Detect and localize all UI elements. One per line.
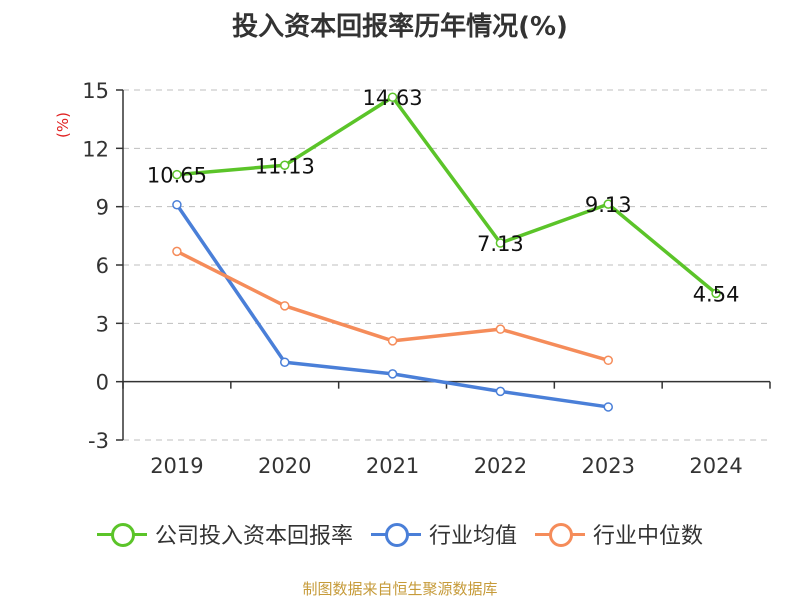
- x-tick-label: 2024: [689, 454, 742, 478]
- y-tick-label: -3: [88, 429, 109, 453]
- legend: 公司投入资本回报率 行业均值 行业中位数: [0, 518, 800, 550]
- data-label: 9.13: [585, 193, 632, 217]
- legend-swatch-median: [535, 523, 585, 547]
- data-point: [387, 369, 398, 379]
- data-point: [387, 336, 398, 346]
- data-point: [172, 246, 182, 257]
- legend-item-avg[interactable]: 行业均值: [370, 518, 517, 550]
- data-point: [387, 92, 398, 102]
- data-point: [280, 357, 290, 367]
- source-note: 制图数据来自恒生聚源数据库: [302, 580, 498, 598]
- y-tick-label: 12: [82, 137, 109, 161]
- data-point: [603, 355, 613, 366]
- data-label: 10.65: [147, 164, 207, 188]
- data-label: 11.13: [255, 154, 315, 178]
- data-point: [495, 386, 506, 397]
- data-point: [280, 160, 290, 170]
- y-tick-label: 15: [82, 79, 109, 103]
- y-tick-label: 9: [96, 196, 109, 220]
- data-label: 7.13: [477, 232, 524, 256]
- legend-label-company: 公司投入资本回报率: [154, 524, 353, 549]
- data-point: [711, 288, 721, 299]
- x-tick-label: 2019: [150, 454, 203, 478]
- y-axis-label: (%): [54, 112, 72, 138]
- legend-item-median[interactable]: 行业中位数: [535, 518, 703, 550]
- legend-item-company[interactable]: 公司投入资本回报率: [96, 518, 353, 550]
- legend-swatch-avg: [370, 523, 421, 547]
- data-label: 4.54: [693, 282, 740, 306]
- x-tick-label: 2022: [474, 454, 527, 478]
- data-point: [172, 169, 182, 180]
- x-tick-label: 2023: [582, 454, 635, 478]
- data-point: [495, 238, 506, 248]
- chart-title: 投入资本回报率历年情况(%): [232, 12, 568, 42]
- series-line: [176, 95, 718, 295]
- y-tick-label: 0: [96, 371, 109, 395]
- y-tick-label: 6: [96, 254, 109, 278]
- data-point: [172, 199, 182, 210]
- data-point: [603, 199, 613, 209]
- legend-label-avg: 行业均值: [428, 524, 517, 549]
- data-label: 14.63: [363, 86, 423, 110]
- legend-swatch-company: [96, 523, 147, 547]
- x-tick-label: 2021: [366, 454, 419, 478]
- data-point: [280, 301, 290, 311]
- x-tick-label: 2020: [258, 454, 311, 478]
- data-point: [495, 324, 506, 334]
- legend-label-median: 行业中位数: [593, 524, 704, 549]
- y-tick-label: 3: [96, 312, 109, 336]
- data-point: [603, 402, 613, 412]
